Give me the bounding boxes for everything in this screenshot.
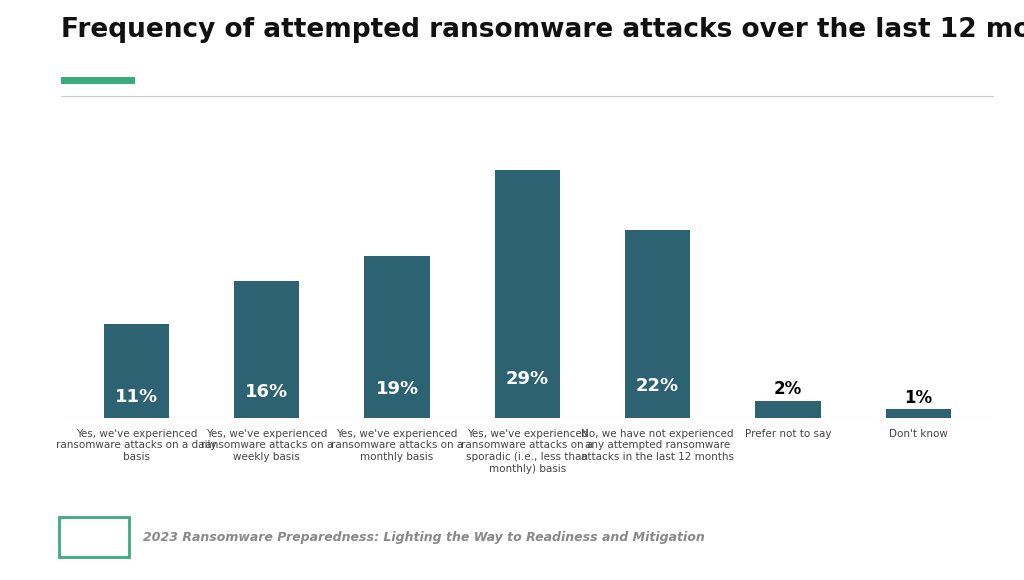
Text: 29%: 29%: [506, 370, 549, 388]
Text: Frequency of attempted ransomware attacks over the last 12 months: Frequency of attempted ransomware attack…: [61, 17, 1024, 44]
Text: 2%: 2%: [774, 380, 802, 398]
Bar: [756, 401, 820, 418]
Text: 1%: 1%: [904, 389, 933, 407]
Bar: [234, 281, 299, 418]
Bar: [625, 230, 690, 418]
Text: 2023 Ransomware Preparedness: Lighting the Way to Readiness and Mitigation: 2023 Ransomware Preparedness: Lighting t…: [143, 531, 706, 543]
Bar: [103, 324, 169, 418]
Text: 22%: 22%: [636, 377, 679, 395]
Bar: [495, 171, 560, 418]
Text: 11%: 11%: [115, 389, 158, 407]
Bar: [365, 256, 430, 418]
Text: 16%: 16%: [245, 383, 289, 401]
Bar: [886, 409, 951, 418]
Text: 19%: 19%: [376, 380, 419, 398]
